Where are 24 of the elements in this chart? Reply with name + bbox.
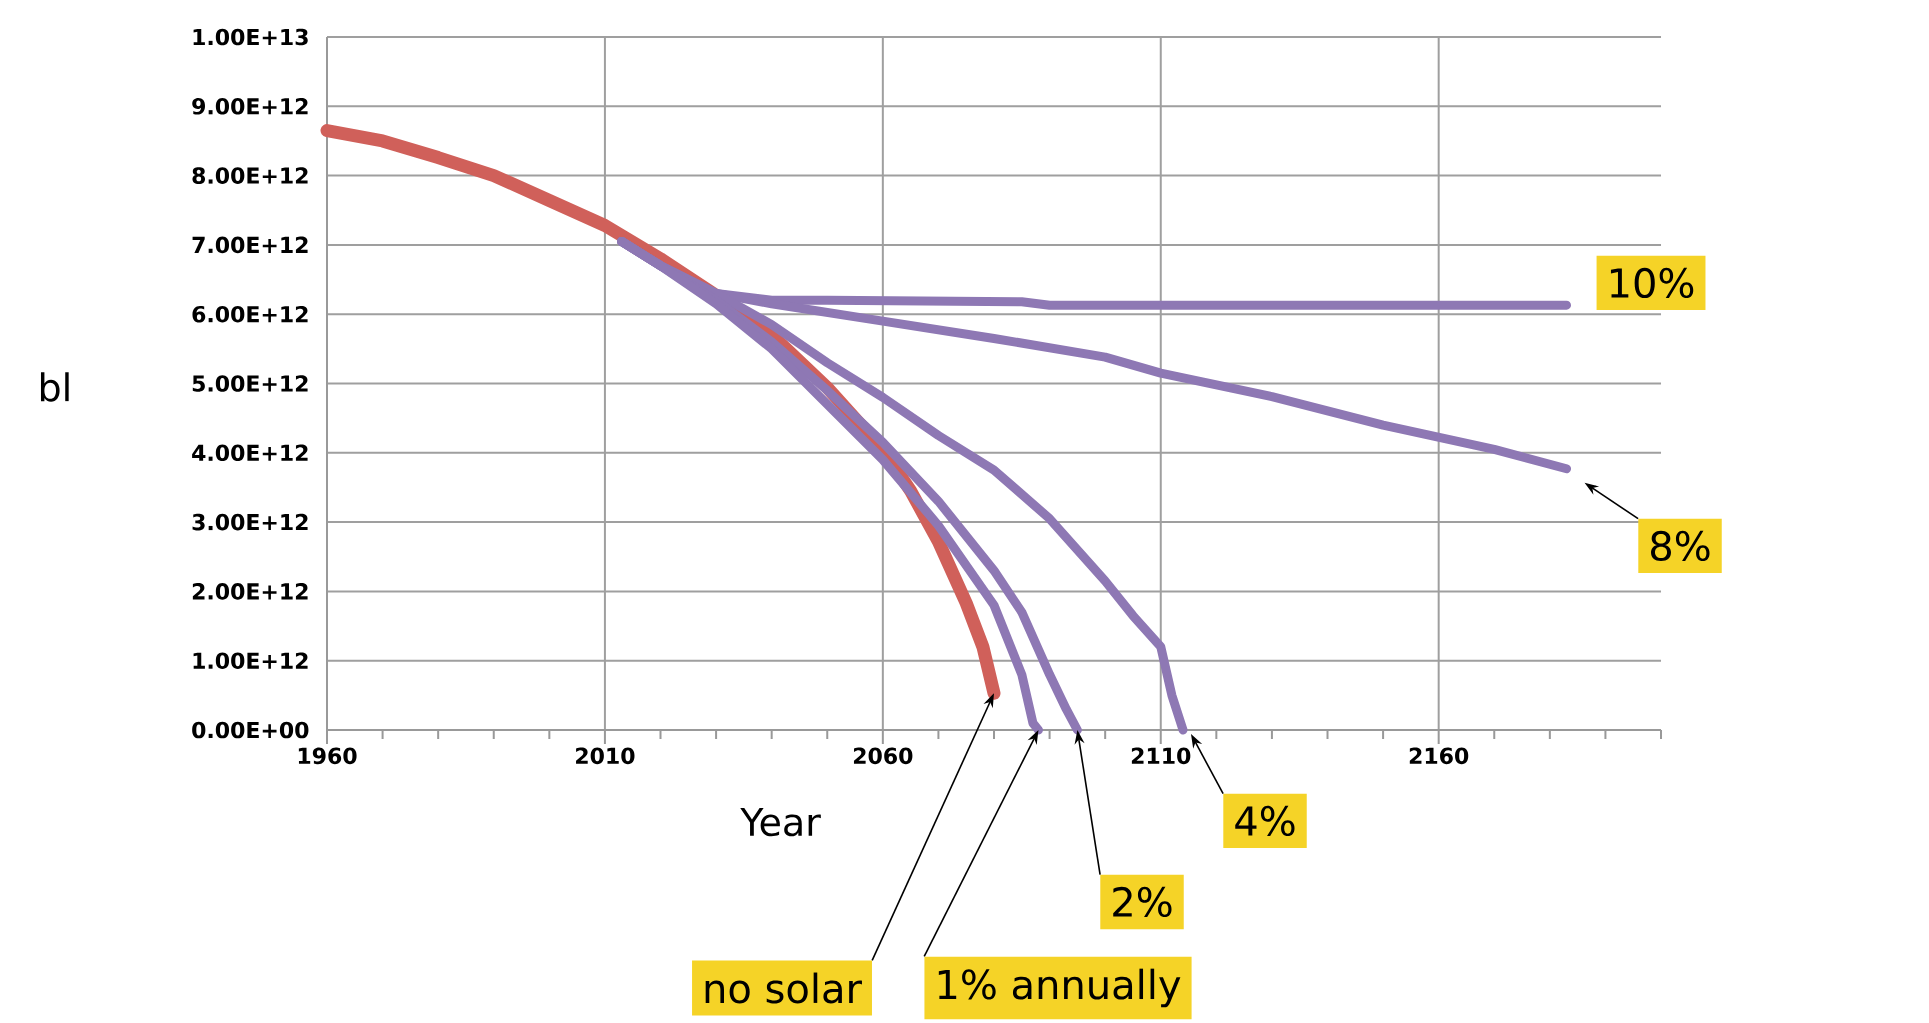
y-tick-label: 1.00E+13 [193,28,308,46]
y-tick-label: 9.00E+12 [192,97,308,115]
annotation: 4% [1235,805,1295,837]
y-tick-label: 5.00E+12 [192,375,308,392]
y-tick-label: 3.00E+12 [192,513,308,531]
x-tick-label: 2010 [576,747,635,765]
y-tick-label: 7.00E+12 [192,236,308,254]
y-axis-title: bl [40,372,69,402]
x-tick-label: 1960 [298,747,357,765]
annotation: 10% [1610,267,1694,299]
x-tick-label: 2060 [853,747,913,765]
x-tick-label: 2110 [1131,747,1191,765]
y-tick-label: 4.00E+12 [192,444,308,462]
y-tick-label: 2.00E+12 [192,583,308,600]
annotation: 2% [1113,886,1172,918]
y-tick-label: 6.00E+12 [192,305,308,323]
annotation: no solar [705,972,862,1004]
x-tick-label: 2160 [1409,747,1469,765]
annotation: 1% annually [938,968,1181,1008]
annotation: 8% [1651,530,1710,562]
y-tick-label: 1.00E+12 [193,652,308,670]
y-tick-label: 8.00E+12 [192,167,308,184]
y-tick-label: 0.00E+00 [192,721,309,739]
x-axis-title: Year [740,808,821,837]
